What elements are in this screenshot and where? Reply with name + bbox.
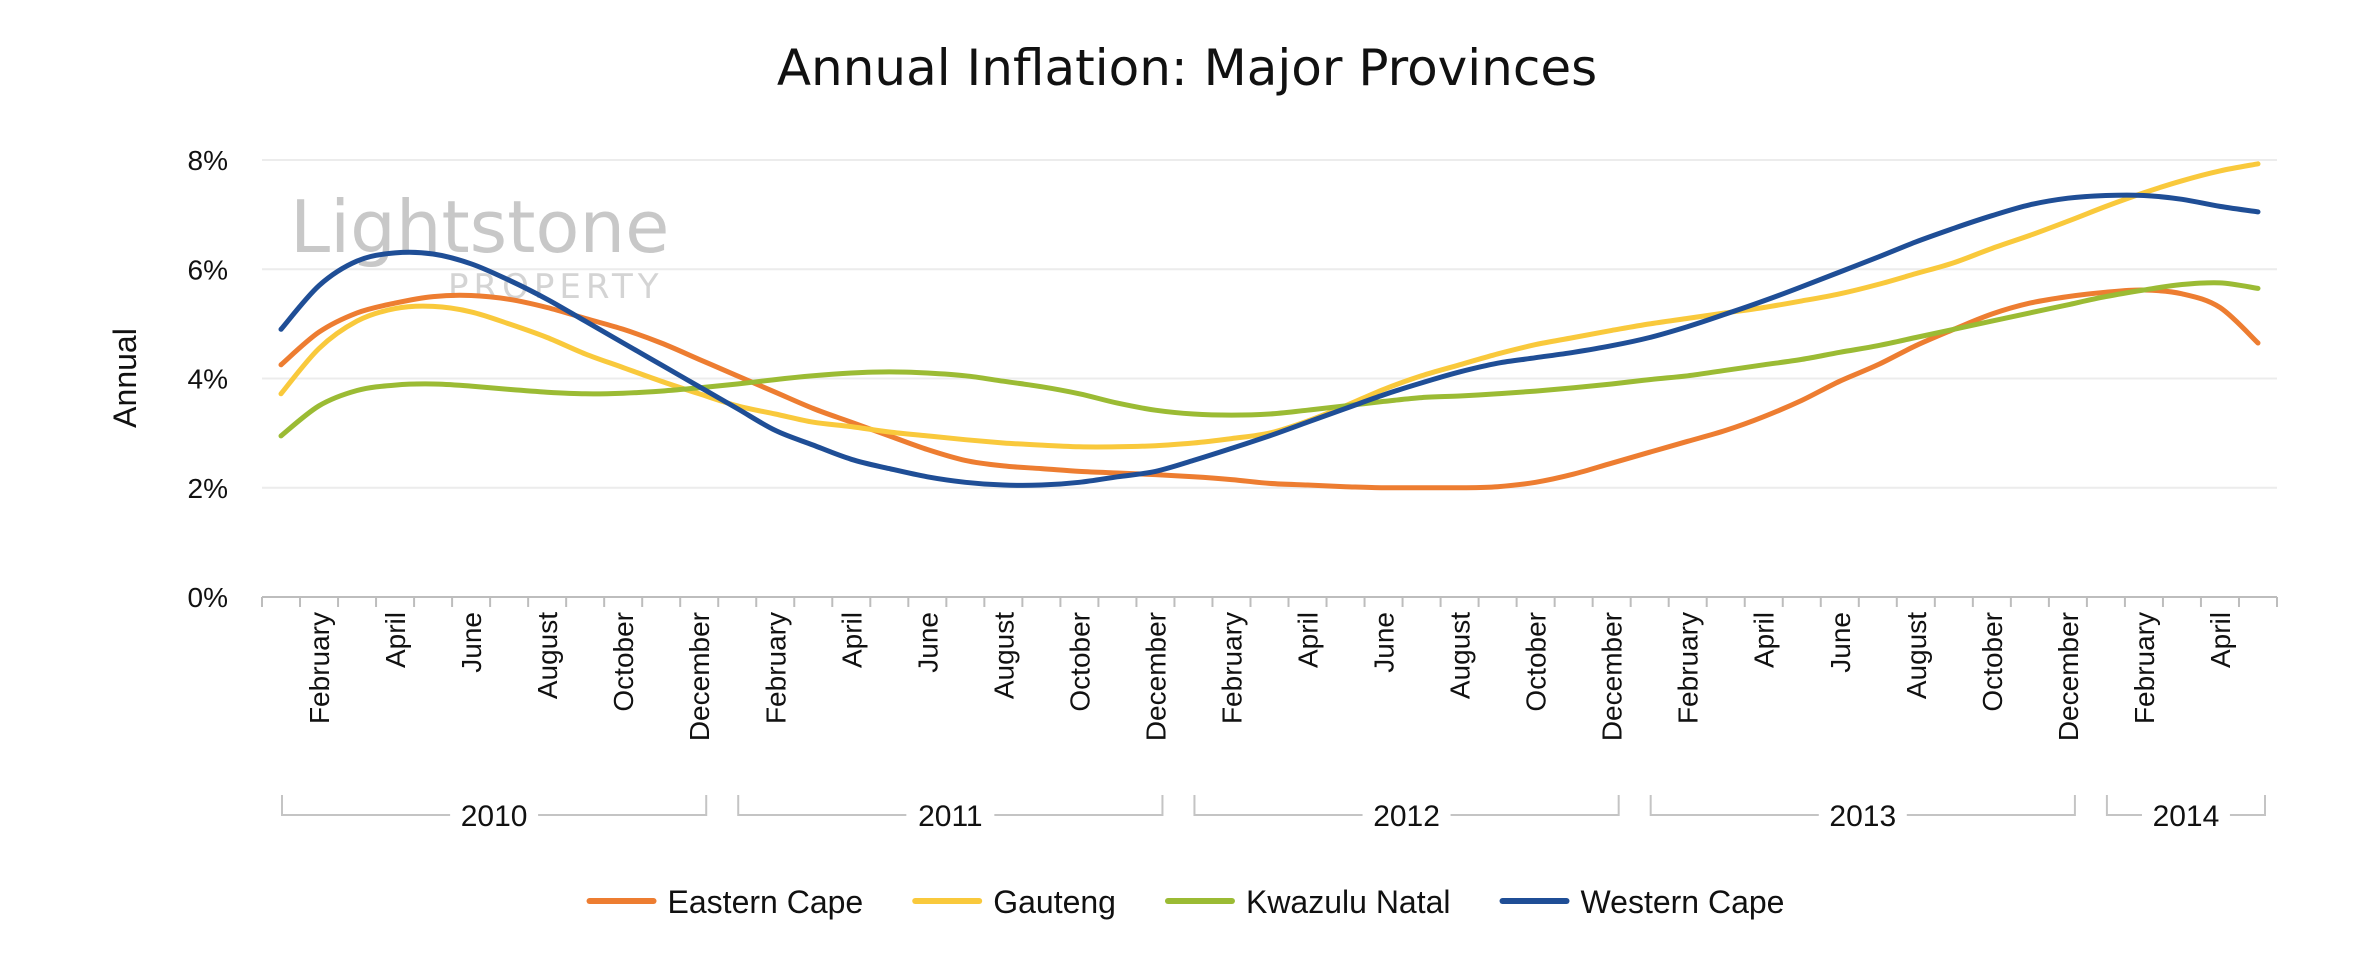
legend-label: Eastern Cape [668, 884, 864, 920]
year-label-bg [2141, 795, 2230, 835]
year-label: 2013 [1829, 800, 1896, 833]
year-label-bg [450, 795, 539, 835]
year-group: 2014 [2105, 795, 2266, 835]
year-label: 2014 [2153, 800, 2220, 833]
x-tick-label: February [2129, 612, 2160, 724]
legend-label: Gauteng [993, 884, 1116, 920]
series-line-western-cape [278, 192, 2261, 488]
y-tick-label: 2% [188, 473, 228, 504]
x-tick-label: August [1445, 612, 1476, 699]
x-tick-label: December [684, 612, 715, 741]
x-tick-label: October [608, 612, 639, 712]
x-tick-label: October [1521, 612, 1552, 712]
x-tick-label: December [2053, 612, 2084, 741]
year-label: 2010 [461, 800, 528, 833]
year-label-bg [1818, 795, 1907, 835]
x-tick-label: April [380, 612, 411, 668]
x-tick-label: October [1064, 612, 1095, 712]
watermark-line1: Lightstone [290, 185, 669, 269]
x-tick-label: February [760, 612, 791, 724]
legend-item-eastern-cape[interactable]: Eastern Cape [586, 884, 864, 920]
y-axis-ticks: 0% 2% 4% 6% 8% [188, 145, 228, 613]
year-group: 2012 [1193, 795, 1620, 835]
x-tick-label: October [1977, 612, 2008, 712]
chart-title: Annual Inflation: Major Provinces [777, 39, 1597, 97]
x-tick-label: December [1140, 612, 1171, 741]
x-tick-label: August [988, 612, 1019, 699]
legend-item-kwazulu-natal[interactable]: Kwazulu Natal [1164, 884, 1451, 920]
year-label-bg [1362, 795, 1451, 835]
x-tick-label: April [836, 612, 867, 668]
year-group: 2010 [281, 795, 708, 835]
legend: Eastern Cape Gauteng Kwazulu Natal Western … [586, 884, 1785, 920]
x-tick-label: June [1825, 612, 1856, 673]
year-label: 2012 [1373, 800, 1440, 833]
series-line-kwazulu-natal [278, 280, 2261, 439]
y-tick-label: 6% [188, 254, 228, 285]
x-tick-label: February [1216, 612, 1247, 724]
year-group: 2013 [1649, 795, 2076, 835]
legend-label: Western Cape [1581, 884, 1785, 920]
x-tick-label: April [1293, 612, 1324, 668]
x-tick-label: February [304, 612, 335, 724]
y-tick-label: 4% [188, 364, 228, 395]
legend-label: Kwazulu Natal [1246, 884, 1451, 920]
x-tick-label: April [2205, 612, 2236, 668]
x-tick-label: June [912, 612, 943, 673]
year-label: 2011 [918, 800, 983, 833]
year-group: 2011 [737, 795, 1164, 835]
watermark: Lightstone PROPERTY [290, 185, 669, 307]
x-tick-label: August [1901, 612, 1932, 699]
x-tick-label: August [532, 612, 563, 699]
y-tick-label: 8% [188, 145, 228, 176]
x-tick-label: April [1749, 612, 1780, 668]
watermark-line2: PROPERTY [448, 267, 664, 307]
y-axis-title: Annual [107, 328, 143, 428]
grid [262, 159, 2277, 489]
x-tick-label: February [1673, 612, 1704, 724]
year-label-bg [906, 795, 995, 835]
legend-item-western-cape[interactable]: Western Cape [1499, 884, 1785, 920]
series-lines [278, 161, 2261, 491]
series-line-gauteng [278, 161, 2261, 450]
y-tick-label: 0% [188, 582, 228, 613]
x-tick-label: June [456, 612, 487, 673]
x-tick-label: December [1597, 612, 1628, 741]
x-tick-label: June [1369, 612, 1400, 673]
x-axis: February April June August October December Fe… [261, 596, 2278, 741]
series-line-eastern-cape [278, 287, 2261, 491]
legend-item-gauteng[interactable]: Gauteng [912, 884, 1116, 920]
x-axis-years: 2010 2011 2012 2013 2014 [281, 795, 2266, 835]
